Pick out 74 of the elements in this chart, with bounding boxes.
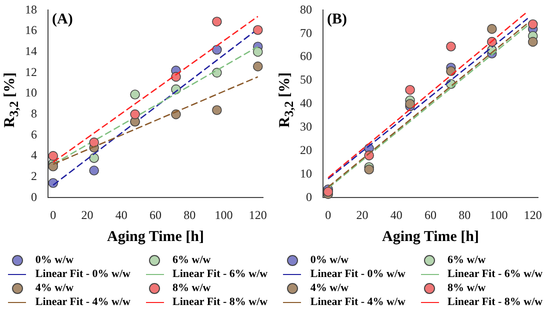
point: [528, 19, 538, 30]
point: [252, 25, 263, 35]
legend-label: 0% w/w: [35, 254, 74, 266]
point: [89, 138, 99, 148]
point: [323, 186, 334, 197]
point: [212, 16, 222, 27]
y-tick-label: 70: [300, 26, 312, 40]
x-tick-label: 20: [356, 208, 368, 222]
point: [130, 109, 140, 120]
x-tick-label: 0: [325, 208, 332, 222]
legend-label: Linear Fit - 8% w/w: [448, 296, 543, 308]
y-tick-label: 18: [25, 2, 37, 16]
legend-label: Linear Fit - 4% w/w: [310, 296, 406, 308]
point: [48, 161, 58, 172]
x-tick-label: 60: [150, 208, 162, 222]
x-tick-label: 100: [490, 208, 508, 222]
x-axis-title: Aging Time [h]: [107, 228, 204, 245]
y-tick-label: 14: [25, 44, 37, 58]
y-tick-label: 40: [300, 96, 312, 110]
y-tick-label: 10: [25, 86, 37, 100]
legend-label: 8% w/w: [448, 282, 486, 294]
point: [48, 151, 58, 161]
point: [446, 42, 456, 52]
legend-label: 6% w/w: [172, 254, 211, 266]
y-tick-label: 20: [300, 142, 312, 157]
point: [252, 62, 263, 72]
x-axis-title: Aging Time [h]: [382, 228, 479, 245]
point: [364, 164, 374, 174]
point: [130, 90, 140, 100]
legend-label: Linear Fit - 0% w/w: [35, 268, 130, 280]
y-tick-label: 4: [31, 148, 37, 162]
y-tick-label: 10: [300, 166, 312, 180]
y-tick-label: 50: [300, 72, 312, 87]
x-tick-label: 0: [50, 208, 56, 222]
y-tick-label: 30: [300, 119, 312, 134]
legend-label: Linear Fit - 4% w/w: [35, 296, 130, 308]
legend-label: 8% w/w: [172, 282, 211, 294]
point: [528, 36, 538, 47]
point: [252, 46, 263, 57]
legend-label: Linear Fit - 8% w/w: [172, 296, 268, 308]
x-tick-label: 40: [390, 208, 402, 222]
x-tick-label: 60: [424, 208, 436, 222]
y-tick-label: 6: [31, 127, 37, 142]
y-tick-label: 16: [25, 23, 37, 38]
y-tick-label: 60: [300, 49, 312, 64]
x-tick-label: 100: [214, 208, 233, 222]
point: [89, 153, 99, 163]
point: [487, 24, 497, 34]
point: [405, 84, 415, 95]
x-tick-label: 80: [184, 208, 196, 222]
x-tick-label: 120: [248, 208, 267, 222]
point: [212, 105, 222, 116]
legend-label: Linear Fit - 6% w/w: [448, 268, 543, 280]
x-tick-label: 40: [115, 208, 128, 222]
chart-title: (A): [52, 12, 73, 28]
y-tick-label: 80: [300, 2, 312, 16]
legend-label: Linear Fit - 6% w/w: [172, 268, 268, 280]
y-tick-label: 12: [25, 64, 37, 79]
legend-label: 0% w/w: [310, 254, 349, 266]
x-tick-label: 120: [524, 208, 542, 222]
y-tick-label: 8: [31, 106, 37, 120]
legend-label: Linear Fit - 0% w/w: [310, 268, 406, 280]
point: [405, 99, 415, 109]
y-tick-label: 0: [31, 190, 37, 204]
point: [89, 166, 99, 176]
x-tick-label: 20: [81, 208, 94, 222]
legend-label: 4% w/w: [35, 282, 74, 294]
chart-title: (B): [327, 12, 347, 28]
y-tick-label: 0: [306, 190, 312, 204]
point: [212, 44, 222, 55]
legend-label: 4% w/w: [310, 282, 349, 294]
x-tick-label: 80: [458, 208, 471, 222]
legend-label: 6% w/w: [448, 254, 486, 266]
y-tick-label: 2: [31, 168, 37, 183]
